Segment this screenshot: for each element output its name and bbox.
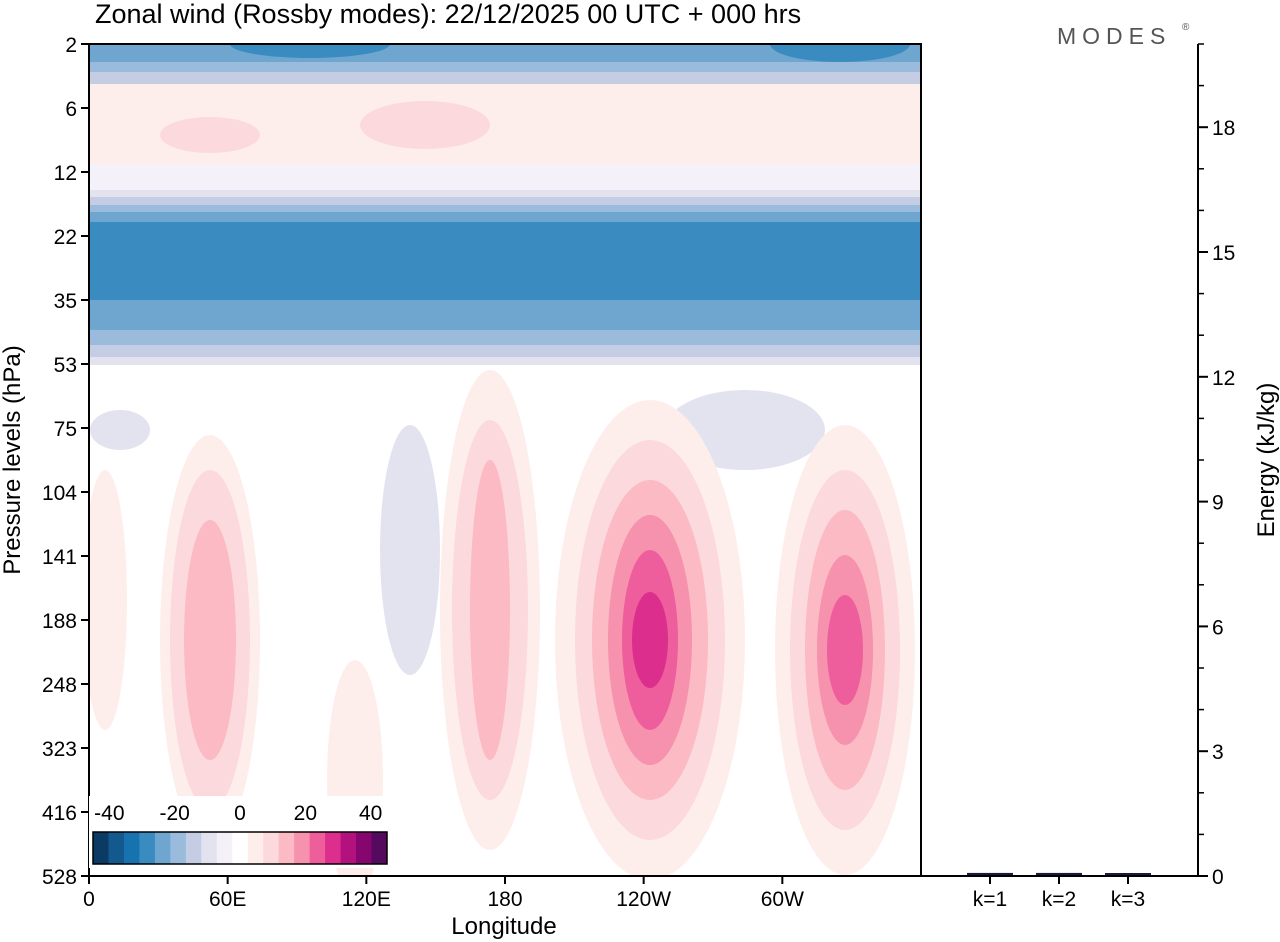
x-axis-label: Longitude bbox=[451, 913, 556, 940]
field-contour bbox=[160, 117, 260, 153]
field-contour bbox=[360, 101, 490, 149]
energy-category-label: k=3 bbox=[1111, 888, 1145, 911]
y-tick-label: 22 bbox=[54, 226, 77, 249]
x-tick-label: 180 bbox=[487, 888, 522, 911]
colorbar-swatch bbox=[123, 832, 140, 864]
y-tick-label: 528 bbox=[42, 866, 77, 889]
colorbar-swatch bbox=[294, 832, 311, 864]
field-contour bbox=[89, 470, 127, 730]
colorbar: -40 -20 0 20 40 bbox=[89, 796, 391, 868]
colorbar-frame bbox=[92, 831, 388, 865]
colorbar-swatch bbox=[93, 832, 109, 864]
contour-field bbox=[89, 44, 921, 876]
colorbar-tick-label: 20 bbox=[294, 802, 317, 825]
x-tick-label: 120E bbox=[342, 888, 391, 911]
field-contour bbox=[850, 234, 921, 282]
energy-panel: 0 3 6 9 12 15 18 k=1 k=2 k=3 bbox=[967, 43, 1235, 911]
energy-tick-label: 0 bbox=[1212, 866, 1224, 889]
logo-registered-mark: ® bbox=[1182, 22, 1190, 33]
y-tick-label: 6 bbox=[65, 98, 77, 121]
y-tick-label: 12 bbox=[54, 162, 77, 185]
colorbar-swatch bbox=[325, 832, 342, 864]
x-tick-label: 0 bbox=[83, 888, 95, 911]
field-contour bbox=[770, 44, 910, 62]
energy-tick-label: 6 bbox=[1212, 616, 1224, 639]
colorbar-swatch bbox=[108, 832, 125, 864]
colorbar-tick-label: 40 bbox=[359, 802, 382, 825]
field-contour bbox=[827, 595, 863, 705]
x-tick-label: 120W bbox=[616, 888, 671, 911]
colorbar-swatch bbox=[154, 832, 171, 864]
y-tick-label: 35 bbox=[54, 290, 77, 313]
colorbar-swatch bbox=[232, 832, 249, 864]
energy-tick-label: 12 bbox=[1212, 367, 1235, 390]
longitude-axis: 0 60E 120E 180 120W 60W bbox=[83, 876, 804, 911]
field-contour bbox=[470, 460, 510, 760]
colorbar-swatch bbox=[278, 832, 295, 864]
y-tick-label: 248 bbox=[42, 674, 77, 697]
colorbar-tick-label: -20 bbox=[159, 802, 189, 825]
energy-category-label: k=2 bbox=[1042, 888, 1076, 911]
energy-tick-label: 3 bbox=[1212, 741, 1224, 764]
colorbar-swatch bbox=[309, 832, 326, 864]
energy-axis-label: Energy (kJ/kg) bbox=[1253, 383, 1280, 538]
energy-tick-label: 15 bbox=[1212, 242, 1235, 265]
chart-title: Zonal wind (Rossby modes): 22/12/2025 00… bbox=[95, 0, 801, 29]
y-axis-label: Pressure levels (hPa) bbox=[0, 345, 26, 574]
y-tick-label: 416 bbox=[42, 802, 77, 825]
colorbar-swatch bbox=[340, 832, 357, 864]
field-contour bbox=[90, 228, 750, 296]
field-contour bbox=[184, 520, 236, 760]
x-tick-label: 60W bbox=[761, 888, 804, 911]
field-contour bbox=[380, 425, 440, 675]
y-tick-label: 53 bbox=[54, 354, 77, 377]
y-tick-label: 75 bbox=[54, 418, 77, 441]
colorbar-swatch bbox=[185, 832, 202, 864]
energy-bar bbox=[1036, 872, 1082, 875]
colorbar-swatch bbox=[356, 832, 373, 864]
energy-tick-label: 9 bbox=[1212, 492, 1224, 515]
field-contour bbox=[90, 410, 150, 450]
colorbar-tick-label: 0 bbox=[234, 802, 246, 825]
energy-tick-label: 18 bbox=[1212, 117, 1235, 140]
y-tick-label: 141 bbox=[42, 546, 77, 569]
colorbar-swatch bbox=[247, 832, 264, 864]
colorbar-tick-label: -40 bbox=[94, 802, 124, 825]
y-tick-label: 323 bbox=[42, 738, 77, 761]
pressure-axis: 2 6 12 22 35 53 75 104 141 188 248 323 416 528 bbox=[42, 34, 89, 889]
colorbar-swatch bbox=[371, 832, 388, 864]
colorbar-swatch bbox=[263, 832, 280, 864]
field-contour bbox=[632, 592, 668, 688]
colorbar-swatch bbox=[216, 832, 233, 864]
y-tick-label: 2 bbox=[65, 34, 77, 57]
colorbar-swatch bbox=[170, 832, 187, 864]
y-tick-label: 188 bbox=[42, 610, 77, 633]
y-tick-label: 104 bbox=[42, 482, 77, 505]
energy-bar bbox=[967, 872, 1013, 875]
logo: MODES bbox=[1057, 23, 1171, 49]
field-contour bbox=[230, 44, 390, 58]
colorbar-swatch bbox=[139, 832, 156, 864]
colorbar-swatch bbox=[201, 832, 218, 864]
x-tick-label: 60E bbox=[209, 888, 246, 911]
energy-bar bbox=[1105, 873, 1151, 875]
energy-category-label: k=1 bbox=[973, 888, 1007, 911]
